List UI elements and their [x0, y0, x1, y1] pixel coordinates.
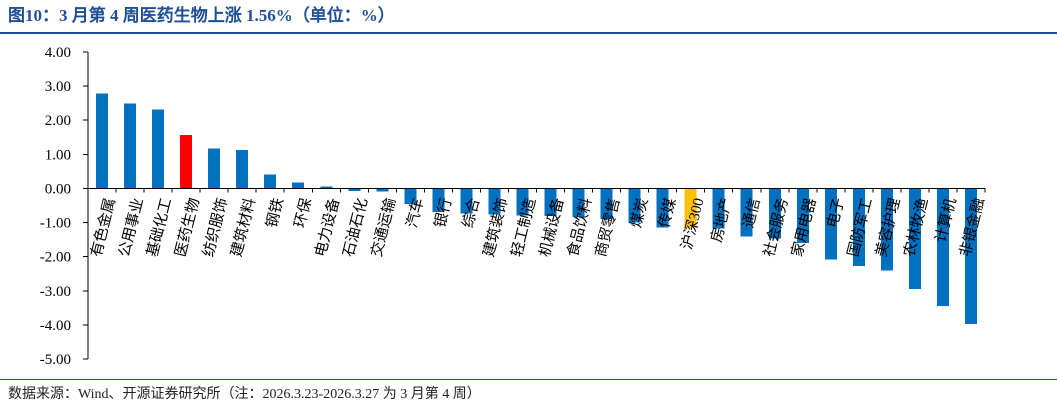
- category-label-19: 商贸零售: [592, 196, 623, 258]
- bar-22: [684, 188, 697, 228]
- category-label-2: 公用事业: [116, 196, 147, 258]
- bar-16: [516, 188, 529, 216]
- bar-30: [908, 188, 921, 290]
- category-label-25: 社会服务: [761, 196, 792, 258]
- bar-21: [656, 188, 669, 228]
- bar-chart: 4.00 3.00 2.00 1.00 0.00 -1.00 -2.00 -3.00 -4.00…: [40, 45, 988, 368]
- category-label-4: 医药生物: [172, 196, 203, 258]
- axes-group: 4.00 3.00 2.00 1.00 0.00 -1.00 -2.00 -3.00 -4.00…: [40, 45, 986, 368]
- bar-10: [348, 188, 361, 191]
- category-label-8: 环保: [291, 196, 315, 229]
- category-label-31: 计算机: [931, 196, 959, 244]
- category-label-3: 基础化工: [144, 196, 175, 258]
- bar-27: [824, 188, 837, 260]
- category-label-1: 有色金属: [88, 196, 119, 258]
- bar-18: [572, 188, 585, 218]
- category-label-24: 通信: [740, 196, 764, 229]
- category-label-17: 机械设备: [536, 196, 567, 258]
- bar-4: [180, 135, 193, 189]
- y-tick-label: -5.00: [40, 352, 71, 368]
- category-label-5: 纺织服饰: [200, 196, 231, 258]
- bar-29: [880, 188, 893, 271]
- category-label-30: 农林牧渔: [901, 196, 932, 258]
- bar-8: [292, 182, 305, 189]
- category-label-15: 建筑装饰: [480, 196, 511, 258]
- y-tick-label: 2.00: [45, 113, 71, 129]
- category-label-6: 建筑材料: [228, 196, 259, 258]
- category-label-7: 钢铁: [263, 196, 287, 229]
- y-tick-label: -2.00: [40, 250, 71, 266]
- bar-1: [96, 93, 109, 189]
- bar-15: [488, 188, 501, 215]
- bar-11: [376, 188, 389, 192]
- source-note: 数据来源：Wind、开源证券研究所（注：2026.3.23-2026.3.27 …: [8, 387, 481, 402]
- category-label-32: 非银金融: [957, 196, 988, 258]
- category-label-21: 传媒: [656, 196, 680, 229]
- bar-19: [600, 188, 613, 219]
- category-label-26: 家用电器: [789, 196, 820, 258]
- category-label-27: 电子: [824, 196, 848, 229]
- bar-20: [628, 188, 641, 223]
- category-label-10: 石油石化: [340, 196, 371, 258]
- category-label-29: 美容护理: [873, 196, 904, 258]
- category-label-23: 房地产: [708, 196, 735, 244]
- figure-title: 图10：3 月第 4 周医药生物上涨 1.56%（单位：%）: [8, 6, 395, 25]
- y-tick-label: -3.00: [40, 284, 71, 300]
- bar-9: [320, 186, 333, 189]
- category-label-9: 电力设备: [312, 196, 343, 258]
- bar-23: [712, 188, 725, 229]
- bar-32: [964, 188, 977, 325]
- bar-3: [152, 109, 165, 189]
- bar-25: [768, 188, 781, 239]
- bar-6: [236, 150, 249, 189]
- bar-2: [124, 103, 137, 189]
- category-label-12: 汽车: [403, 196, 427, 229]
- y-tick-label: -1.00: [40, 216, 71, 232]
- y-tick-label: 3.00: [45, 79, 71, 95]
- y-tick-label: 0.00: [45, 181, 71, 197]
- category-label-18: 食品饮料: [564, 196, 595, 258]
- y-tick-label: 1.00: [45, 147, 71, 163]
- bar-17: [544, 188, 557, 217]
- category-label-16: 轻工制造: [508, 196, 539, 258]
- bar-31: [936, 188, 949, 307]
- category-label-11: 交通运输: [367, 196, 399, 259]
- y-tick-label: 4.00: [45, 45, 71, 61]
- bar-13: [432, 188, 445, 212]
- category-label-14: 综合: [460, 196, 484, 229]
- y-tick-label: -4.00: [40, 318, 71, 334]
- category-label-22: 沪深300: [678, 196, 707, 251]
- bar-26: [796, 188, 809, 244]
- category-label-28: 国防军工: [845, 196, 876, 258]
- category-label-20: 煤炭: [628, 196, 652, 229]
- category-label-13: 银行: [432, 196, 456, 229]
- bars-group: [96, 93, 977, 325]
- bar-7: [264, 174, 277, 189]
- bar-5: [208, 148, 221, 189]
- bar-28: [852, 188, 865, 267]
- bar-24: [740, 188, 753, 237]
- source-divider: [0, 379, 1057, 380]
- title-divider: [0, 32, 1057, 34]
- bar-12: [404, 188, 417, 204]
- bar-14: [460, 188, 473, 214]
